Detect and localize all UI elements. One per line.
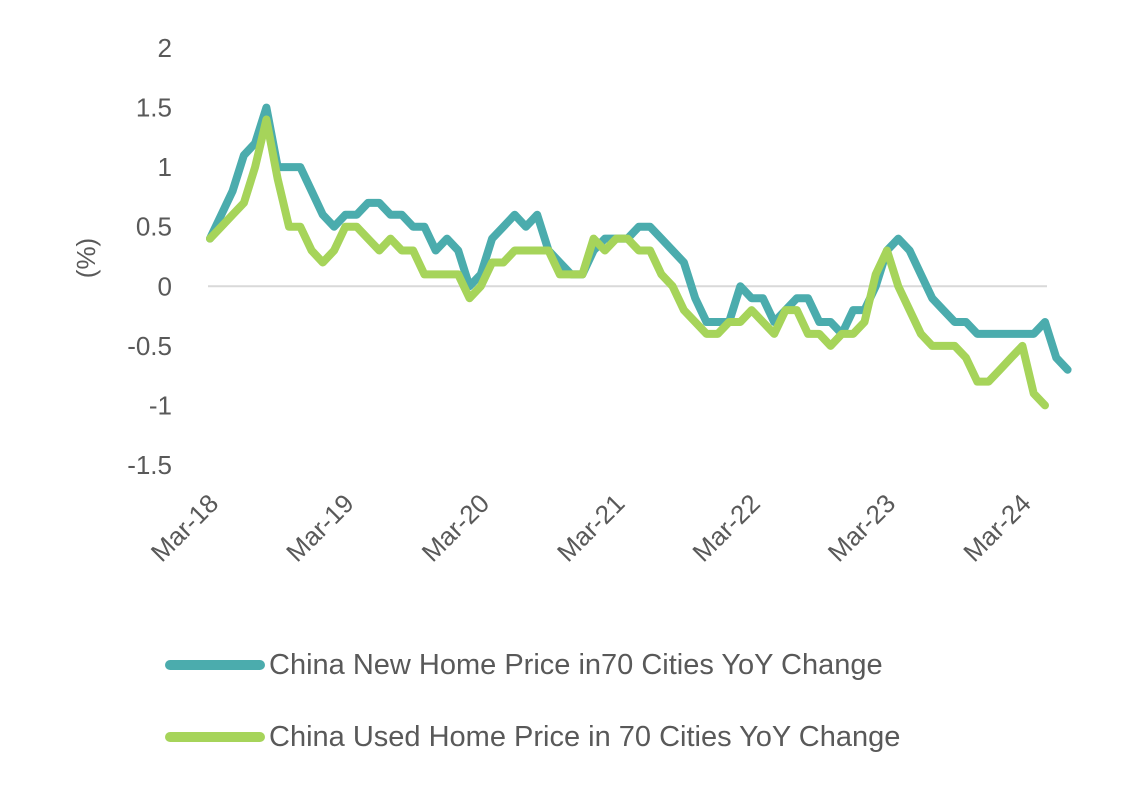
y-axis-ticks: 2 1.5 1 0.5 0 -0.5 -1 -1.5 bbox=[127, 33, 172, 480]
x-tick-label: Mar-18 bbox=[145, 488, 224, 567]
x-tick-label: Mar-19 bbox=[280, 488, 359, 567]
y-tick-label: -1.5 bbox=[127, 450, 172, 480]
legend-label-used-home: China Used Home Price in 70 Cities YoY C… bbox=[269, 720, 901, 753]
y-tick-label: 0 bbox=[158, 271, 172, 301]
x-tick-label: Mar-20 bbox=[416, 488, 495, 567]
x-tick-label: Mar-21 bbox=[551, 488, 630, 567]
y-tick-label: -0.5 bbox=[127, 331, 172, 361]
line-chart: 21.510.50-0.5-1-1.5 (%) Mar-18 Mar-19 Mar-… bbox=[71, 33, 1072, 567]
legend: China New Home Price in70 Cities YoY Cha… bbox=[165, 640, 900, 784]
series-line-new-home bbox=[206, 103, 1072, 374]
y-tick-label: -1 bbox=[149, 390, 172, 420]
y-tick-label: 0.5 bbox=[136, 212, 172, 242]
legend-item-new-home: China New Home Price in70 Cities YoY Cha… bbox=[165, 640, 900, 690]
y-tick-label: 2 bbox=[158, 33, 172, 63]
legend-label-new-home: China New Home Price in70 Cities YoY Cha… bbox=[269, 648, 883, 681]
legend-item-used-home: China Used Home Price in 70 Cities YoY C… bbox=[165, 712, 900, 762]
series-lines bbox=[206, 103, 1072, 410]
legend-swatch-new-home bbox=[165, 660, 265, 670]
x-tick-label: Mar-24 bbox=[957, 488, 1036, 567]
y-tick-label: 1.5 bbox=[136, 93, 172, 123]
x-tick-label: Mar-22 bbox=[686, 488, 765, 567]
y-axis-label: (%) bbox=[71, 238, 101, 278]
series-line-used-home bbox=[206, 115, 1049, 410]
y-tick-label: 1 bbox=[158, 152, 172, 182]
x-axis-ticks: Mar-18 Mar-19 Mar-20 Mar-21 Mar-22 Mar-23 Mar-… bbox=[145, 488, 1037, 567]
legend-swatch-used-home bbox=[165, 732, 265, 742]
x-tick-label: Mar-23 bbox=[822, 488, 901, 567]
